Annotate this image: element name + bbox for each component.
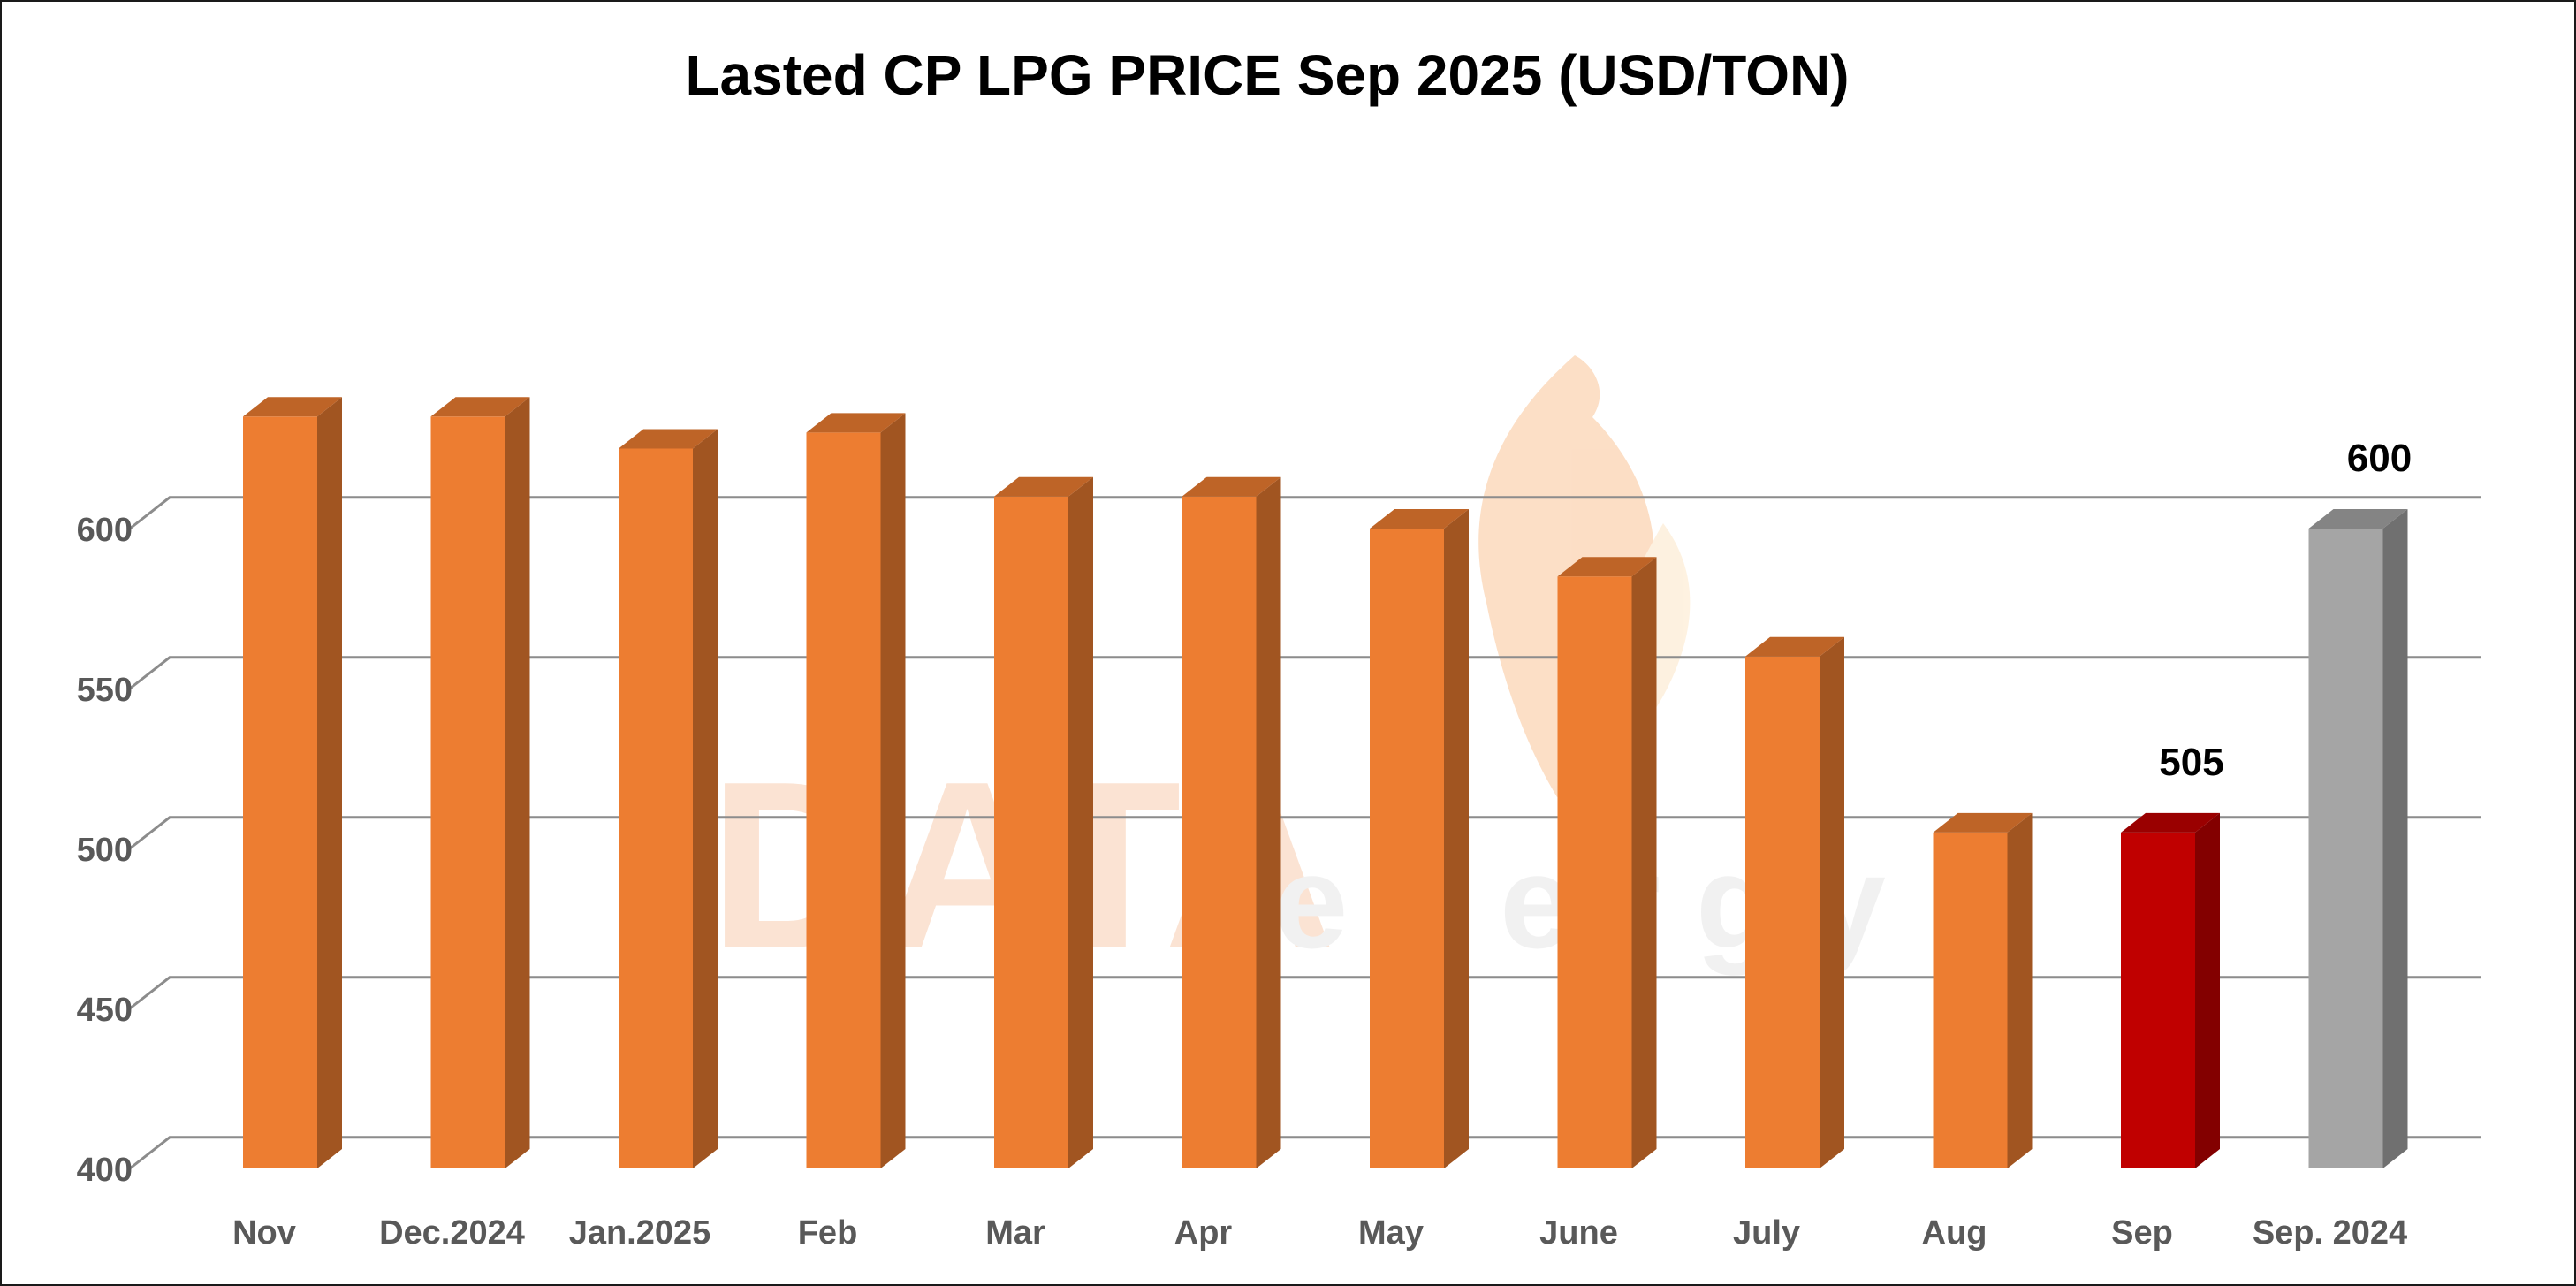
bar — [2121, 812, 2220, 1168]
chart-title: Lasted CP LPG PRICE Sep 2025 (USD/TON) — [685, 43, 1849, 107]
x-category-label: Jan.2025 — [569, 1214, 711, 1252]
x-category-label: Dec.2024 — [379, 1214, 525, 1252]
bar — [2308, 509, 2408, 1168]
bar — [1182, 476, 1281, 1168]
bar — [806, 413, 906, 1168]
x-category-label: Sep — [2111, 1214, 2173, 1252]
gridline — [129, 656, 2481, 690]
bars — [243, 397, 2408, 1168]
gridline — [129, 816, 2481, 850]
x-category-label: Aug — [1922, 1214, 1987, 1252]
x-category-label: Sep. 2024 — [2253, 1214, 2407, 1252]
gridline — [129, 496, 2481, 530]
x-category-label: Nov — [232, 1214, 296, 1252]
x-category-label: May — [1358, 1214, 1424, 1252]
bar-data-label: 600 — [2347, 437, 2412, 480]
bar — [994, 476, 1093, 1168]
bar — [430, 397, 530, 1168]
y-tick-label: 400 — [77, 1152, 133, 1189]
x-category-label: Mar — [985, 1214, 1045, 1252]
x-category-label: July — [1733, 1214, 1800, 1252]
y-tick-label: 450 — [77, 992, 133, 1029]
x-category-label: Apr — [1174, 1214, 1233, 1252]
y-tick-label: 500 — [77, 832, 133, 869]
bar — [1933, 812, 2033, 1168]
gridlines — [129, 496, 2481, 1170]
x-category-label: Feb — [798, 1214, 858, 1252]
x-category-label: June — [1539, 1214, 1618, 1252]
bar — [1370, 509, 1469, 1168]
y-tick-label: 550 — [77, 672, 133, 709]
bar — [1745, 636, 1844, 1168]
bar-data-label: 505 — [2159, 741, 2223, 784]
x-axis-labels: Nov Dec.2024 Jan.2025 Feb Mar Apr May June July A… — [232, 1214, 2407, 1252]
bar — [1557, 557, 1657, 1168]
bar — [243, 397, 342, 1168]
bar — [619, 429, 718, 1168]
gridline — [129, 1136, 2481, 1170]
y-axis-ticks: 400 450 500 550 600 — [77, 512, 133, 1189]
gridline — [129, 976, 2481, 1010]
data-labels: 505 600 — [2159, 437, 2412, 784]
y-tick-label: 600 — [77, 512, 133, 549]
